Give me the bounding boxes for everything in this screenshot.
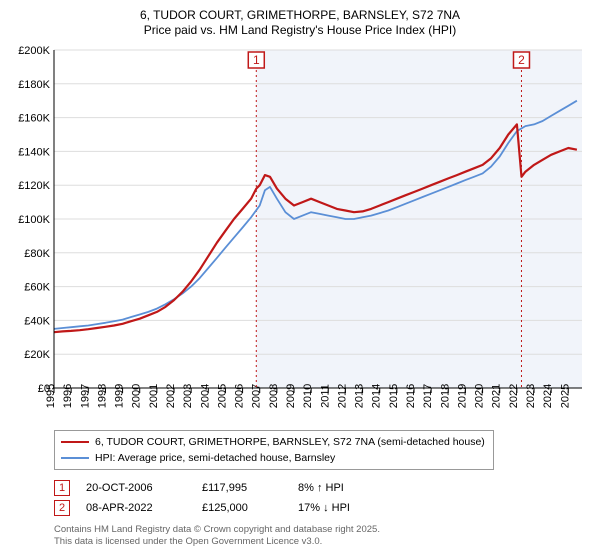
svg-text:2019: 2019 [456, 384, 468, 408]
svg-text:2006: 2006 [234, 384, 246, 408]
legend-row-2: HPI: Average price, semi-detached house,… [61, 450, 487, 466]
svg-text:2022: 2022 [508, 384, 520, 408]
svg-text:2007: 2007 [251, 384, 263, 408]
svg-text:2014: 2014 [371, 384, 383, 408]
svg-text:2021: 2021 [491, 384, 503, 408]
sales-table: 1 20-OCT-2006 £117,995 8% ↑ HPI 2 08-APR… [54, 478, 586, 518]
svg-text:£120K: £120K [18, 180, 50, 192]
line-chart-svg: £0£20K£40K£60K£80K£100K£120K£140K£160K£1… [10, 44, 590, 424]
title-block: 6, TUDOR COURT, GRIMETHORPE, BARNSLEY, S… [10, 8, 590, 38]
legend-row-1: 6, TUDOR COURT, GRIMETHORPE, BARNSLEY, S… [61, 434, 487, 450]
svg-text:£200K: £200K [18, 45, 50, 57]
svg-text:2002: 2002 [165, 384, 177, 408]
sale-marker-2: 2 [54, 500, 70, 516]
svg-text:2020: 2020 [474, 384, 486, 408]
svg-text:1: 1 [253, 53, 260, 67]
svg-text:2: 2 [518, 53, 525, 67]
legend: 6, TUDOR COURT, GRIMETHORPE, BARNSLEY, S… [54, 430, 494, 470]
svg-text:2000: 2000 [131, 384, 143, 408]
svg-text:£80K: £80K [24, 248, 50, 260]
sale-delta-1: 8% ↑ HPI [298, 478, 388, 498]
svg-text:1995: 1995 [45, 384, 57, 408]
legend-swatch-price-paid [61, 441, 89, 443]
sale-date-1: 20-OCT-2006 [86, 478, 186, 498]
svg-text:£180K: £180K [18, 79, 50, 91]
legend-swatch-hpi [61, 457, 89, 459]
svg-text:2023: 2023 [525, 384, 537, 408]
svg-text:1998: 1998 [96, 384, 108, 408]
svg-text:2013: 2013 [354, 384, 366, 408]
svg-text:2012: 2012 [336, 384, 348, 408]
svg-text:1997: 1997 [79, 384, 91, 408]
credits-line-1: Contains HM Land Registry data © Crown c… [54, 524, 586, 536]
sale-delta-2: 17% ↓ HPI [298, 498, 388, 518]
svg-text:2018: 2018 [439, 384, 451, 408]
svg-text:2008: 2008 [268, 384, 280, 408]
chart-container: 6, TUDOR COURT, GRIMETHORPE, BARNSLEY, S… [0, 0, 600, 560]
svg-text:£100K: £100K [18, 214, 50, 226]
svg-text:2005: 2005 [216, 384, 228, 408]
svg-text:2003: 2003 [182, 384, 194, 408]
svg-text:£140K: £140K [18, 146, 50, 158]
credits: Contains HM Land Registry data © Crown c… [54, 524, 586, 548]
svg-text:2016: 2016 [405, 384, 417, 408]
svg-text:2001: 2001 [148, 384, 160, 408]
svg-text:£20K: £20K [24, 349, 50, 361]
sale-row-1: 1 20-OCT-2006 £117,995 8% ↑ HPI [54, 478, 586, 498]
legend-label-price-paid: 6, TUDOR COURT, GRIMETHORPE, BARNSLEY, S… [95, 434, 485, 450]
svg-text:2010: 2010 [302, 384, 314, 408]
svg-text:£60K: £60K [24, 282, 50, 294]
svg-text:2017: 2017 [422, 384, 434, 408]
svg-text:1996: 1996 [62, 384, 74, 408]
svg-text:£160K: £160K [18, 113, 50, 125]
svg-text:£40K: £40K [24, 315, 50, 327]
title-line-1: 6, TUDOR COURT, GRIMETHORPE, BARNSLEY, S… [10, 8, 590, 23]
sale-price-2: £125,000 [202, 498, 282, 518]
legend-label-hpi: HPI: Average price, semi-detached house,… [95, 450, 335, 466]
sale-price-1: £117,995 [202, 478, 282, 498]
svg-text:2024: 2024 [542, 384, 554, 408]
svg-text:2004: 2004 [199, 384, 211, 408]
svg-text:2015: 2015 [388, 384, 400, 408]
sale-marker-1: 1 [54, 480, 70, 496]
chart-area: £0£20K£40K£60K£80K£100K£120K£140K£160K£1… [10, 44, 590, 424]
svg-text:2009: 2009 [285, 384, 297, 408]
svg-text:1999: 1999 [114, 384, 126, 408]
sale-row-2: 2 08-APR-2022 £125,000 17% ↓ HPI [54, 498, 586, 518]
sale-date-2: 08-APR-2022 [86, 498, 186, 518]
credits-line-2: This data is licensed under the Open Gov… [54, 536, 586, 548]
title-line-2: Price paid vs. HM Land Registry's House … [10, 23, 590, 38]
svg-text:2025: 2025 [559, 384, 571, 408]
